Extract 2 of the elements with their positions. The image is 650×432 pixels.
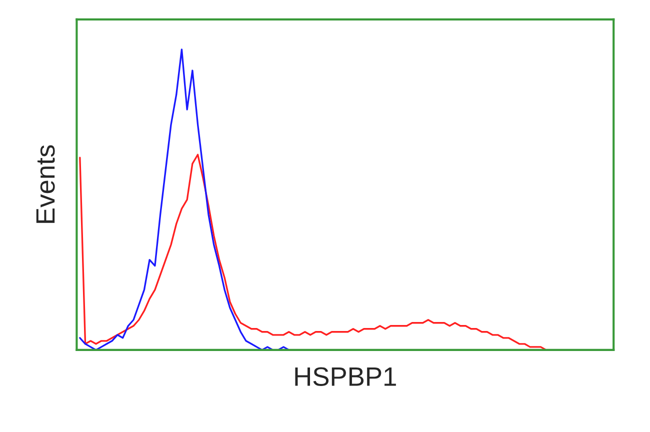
x-axis-title: HSPBP1 (295, 367, 396, 386)
y-axis-title: Events (36, 145, 55, 223)
